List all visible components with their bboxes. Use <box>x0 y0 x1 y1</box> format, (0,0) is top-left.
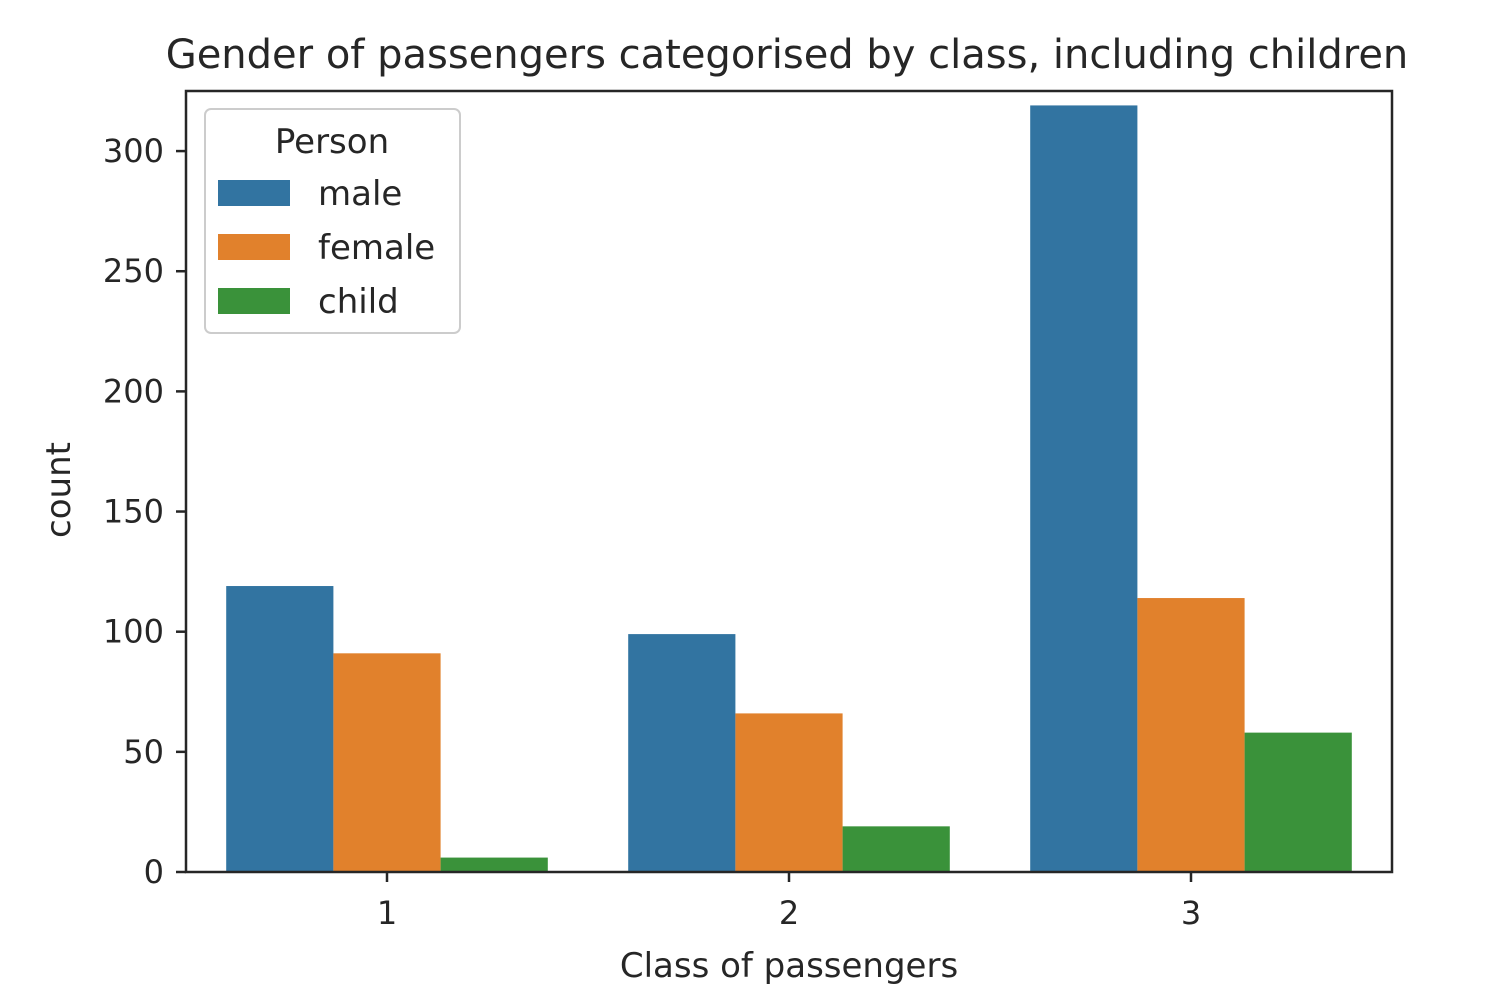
x-axis-label: Class of passengers <box>620 946 958 986</box>
legend-label-male: male <box>318 174 402 214</box>
y-tick-label: 300 <box>103 132 164 170</box>
legend-swatch-child <box>218 288 290 314</box>
y-tick-label: 0 <box>144 853 164 891</box>
bars-group <box>226 105 1352 873</box>
legend-title: Person <box>275 122 389 162</box>
bar-male-class-1 <box>226 586 334 872</box>
legend: Person male female child <box>204 108 461 334</box>
y-tick-label: 100 <box>103 613 164 651</box>
bar-child-class-3 <box>1244 732 1352 872</box>
chart-title: Gender of passengers categorised by clas… <box>166 32 1409 78</box>
bar-male-class-3 <box>1030 105 1138 873</box>
bar-female-class-3 <box>1137 598 1245 872</box>
legend-swatch-female <box>218 234 290 260</box>
x-tick-label: 2 <box>779 894 799 932</box>
legend-items: male female child <box>218 174 435 322</box>
y-axis: 0 50 100 150 200 250 300 <box>103 132 186 891</box>
legend-box <box>204 108 461 334</box>
bar-female-class-1 <box>333 653 441 872</box>
legend-swatch-male <box>218 180 290 206</box>
x-tick-label: 1 <box>377 894 397 932</box>
bar-female-class-2 <box>735 713 843 872</box>
bar-male-class-2 <box>628 634 736 872</box>
y-tick-label: 250 <box>103 252 164 290</box>
legend-label-female: female <box>318 228 435 268</box>
x-tick-label: 3 <box>1181 894 1201 932</box>
bar-child-class-1 <box>440 857 548 872</box>
y-tick-label: 200 <box>103 372 164 410</box>
y-tick-label: 50 <box>123 733 164 771</box>
legend-label-child: child <box>318 282 399 322</box>
y-axis-label: count <box>39 442 79 538</box>
y-tick-label: 150 <box>103 493 164 531</box>
x-axis: 1 2 3 <box>377 872 1201 932</box>
bar-child-class-2 <box>842 826 950 872</box>
